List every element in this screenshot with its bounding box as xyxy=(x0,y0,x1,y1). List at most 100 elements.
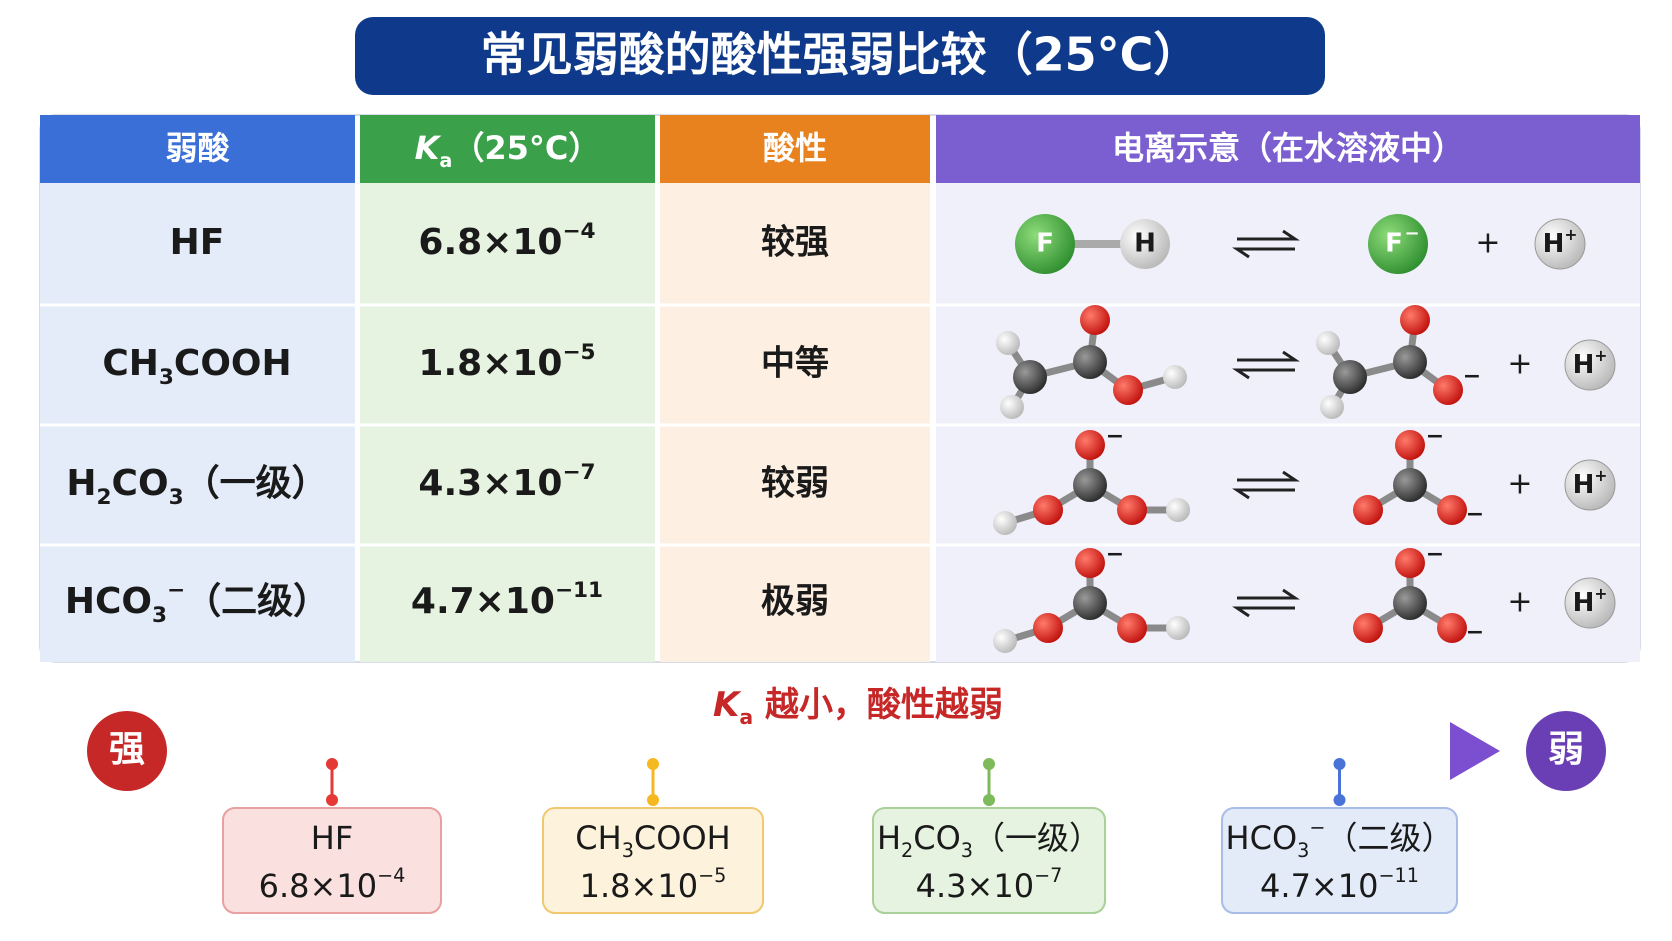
proton-label: H+ xyxy=(1573,467,1608,500)
ka-value: 4.3×10−7 xyxy=(418,460,595,505)
text-segment: 4.3×10 xyxy=(916,867,1034,905)
text-segment: 3 xyxy=(1297,839,1309,862)
scale-label: Ka 越小，酸性越弱 xyxy=(713,685,1003,730)
strong-label: 强 xyxy=(109,729,145,770)
text-segment: H xyxy=(1573,350,1595,380)
text-segment: −5 xyxy=(562,340,595,365)
strong-badge xyxy=(87,711,167,791)
marker-dot xyxy=(647,758,659,770)
proton-label: H+ xyxy=(1573,585,1608,618)
marker-dot xyxy=(983,758,995,770)
marker-dot xyxy=(1333,794,1346,806)
text-segment: 4.7×10 xyxy=(1260,867,1378,905)
equilibrium-arrow xyxy=(1232,470,1300,500)
text-segment: 4.7×10 xyxy=(411,581,555,622)
acidity: 中等 xyxy=(761,344,829,384)
atom xyxy=(993,629,1017,653)
atom xyxy=(1033,495,1063,525)
text-segment: 越小，酸性越弱 xyxy=(753,685,1003,725)
header-cell xyxy=(360,115,655,183)
charge: − xyxy=(1426,424,1444,449)
atom-label: F xyxy=(1385,229,1403,259)
atom xyxy=(1433,375,1463,405)
text-segment: K xyxy=(415,129,442,167)
proton-label: H+ xyxy=(1573,347,1608,380)
atom xyxy=(1437,613,1467,643)
text-segment: + xyxy=(1594,585,1607,603)
header-label: Ka（25°C） xyxy=(415,129,601,172)
acid-name: HCO3−（二级） xyxy=(65,578,329,628)
charge: − xyxy=(1404,223,1419,244)
atom xyxy=(1113,375,1143,405)
header-cell xyxy=(936,115,1640,183)
atom xyxy=(1013,360,1047,394)
weak-label: 弱 xyxy=(1548,729,1584,770)
atom xyxy=(1117,613,1147,643)
acid-name: CH3COOH xyxy=(102,343,291,390)
proton-ball xyxy=(1534,218,1586,270)
ka-value: 1.8×10−5 xyxy=(418,340,595,385)
text-segment: + xyxy=(1594,347,1607,365)
proton-label: H+ xyxy=(1543,226,1578,259)
text-segment: HCO xyxy=(65,581,152,622)
column-body xyxy=(660,183,930,662)
atom xyxy=(1075,430,1105,460)
text-segment: 3 xyxy=(159,365,174,390)
header-label: 酸性 xyxy=(763,129,827,167)
atom-label: H xyxy=(1134,229,1156,259)
text-segment: − xyxy=(1309,816,1325,839)
text-segment: 3 xyxy=(152,603,167,628)
box-ka: 4.3×10−7 xyxy=(916,864,1063,905)
atom xyxy=(1166,498,1190,522)
text-segment: COOH xyxy=(174,343,292,384)
atom-label: F xyxy=(1036,229,1054,259)
box-acid: HF xyxy=(311,819,353,857)
acid-name: H2CO3（一级） xyxy=(66,463,327,510)
text-segment: H xyxy=(1573,588,1595,618)
equilibrium-arrow xyxy=(1232,350,1300,380)
box-acid: CH3COOH xyxy=(575,819,730,862)
atom xyxy=(1437,495,1467,525)
ka-value: 4.7×10−11 xyxy=(411,578,603,623)
marker-dot xyxy=(326,758,338,770)
text-segment: 2 xyxy=(901,839,913,862)
atom xyxy=(1400,305,1430,335)
atom xyxy=(1033,613,1063,643)
header-label: 弱酸 xyxy=(165,129,230,167)
atom xyxy=(993,511,1017,535)
text-segment: 3 xyxy=(622,839,634,862)
atom xyxy=(1353,613,1383,643)
text-segment: CH xyxy=(575,819,621,857)
atom xyxy=(1395,548,1425,578)
text-segment: CO xyxy=(913,819,961,857)
acidity: 较强 xyxy=(761,223,829,263)
acid-box xyxy=(1221,807,1458,914)
acid-name: HF xyxy=(170,222,225,263)
text-segment: 弱酸 xyxy=(165,129,230,167)
acid-box xyxy=(872,807,1106,914)
text-segment: a xyxy=(739,705,753,729)
text-segment: H xyxy=(877,819,901,857)
title-banner xyxy=(355,17,1325,95)
arrow-head xyxy=(1450,722,1500,780)
text-segment: （二级） xyxy=(185,581,329,622)
acid-box xyxy=(222,807,442,914)
equilibrium-arrow xyxy=(1232,229,1300,259)
text-segment: 1.8×10 xyxy=(580,867,698,905)
atom xyxy=(1163,365,1187,389)
charge: − xyxy=(1106,542,1124,567)
atom xyxy=(1316,331,1340,355)
text-segment: CO xyxy=(112,463,169,504)
atom xyxy=(1368,214,1428,274)
text-segment: −5 xyxy=(698,864,726,887)
proton-ball xyxy=(1564,459,1616,511)
charge: − xyxy=(1426,542,1444,567)
atom xyxy=(1166,616,1190,640)
text-segment: （一级） xyxy=(184,463,328,504)
text-segment: HCO xyxy=(1226,819,1298,857)
box-ka: 6.8×10−4 xyxy=(259,864,406,905)
text-segment: HF xyxy=(311,819,353,857)
atom xyxy=(1320,395,1344,419)
box-ka: 1.8×10−5 xyxy=(580,864,727,905)
text-segment: COOH xyxy=(634,819,731,857)
